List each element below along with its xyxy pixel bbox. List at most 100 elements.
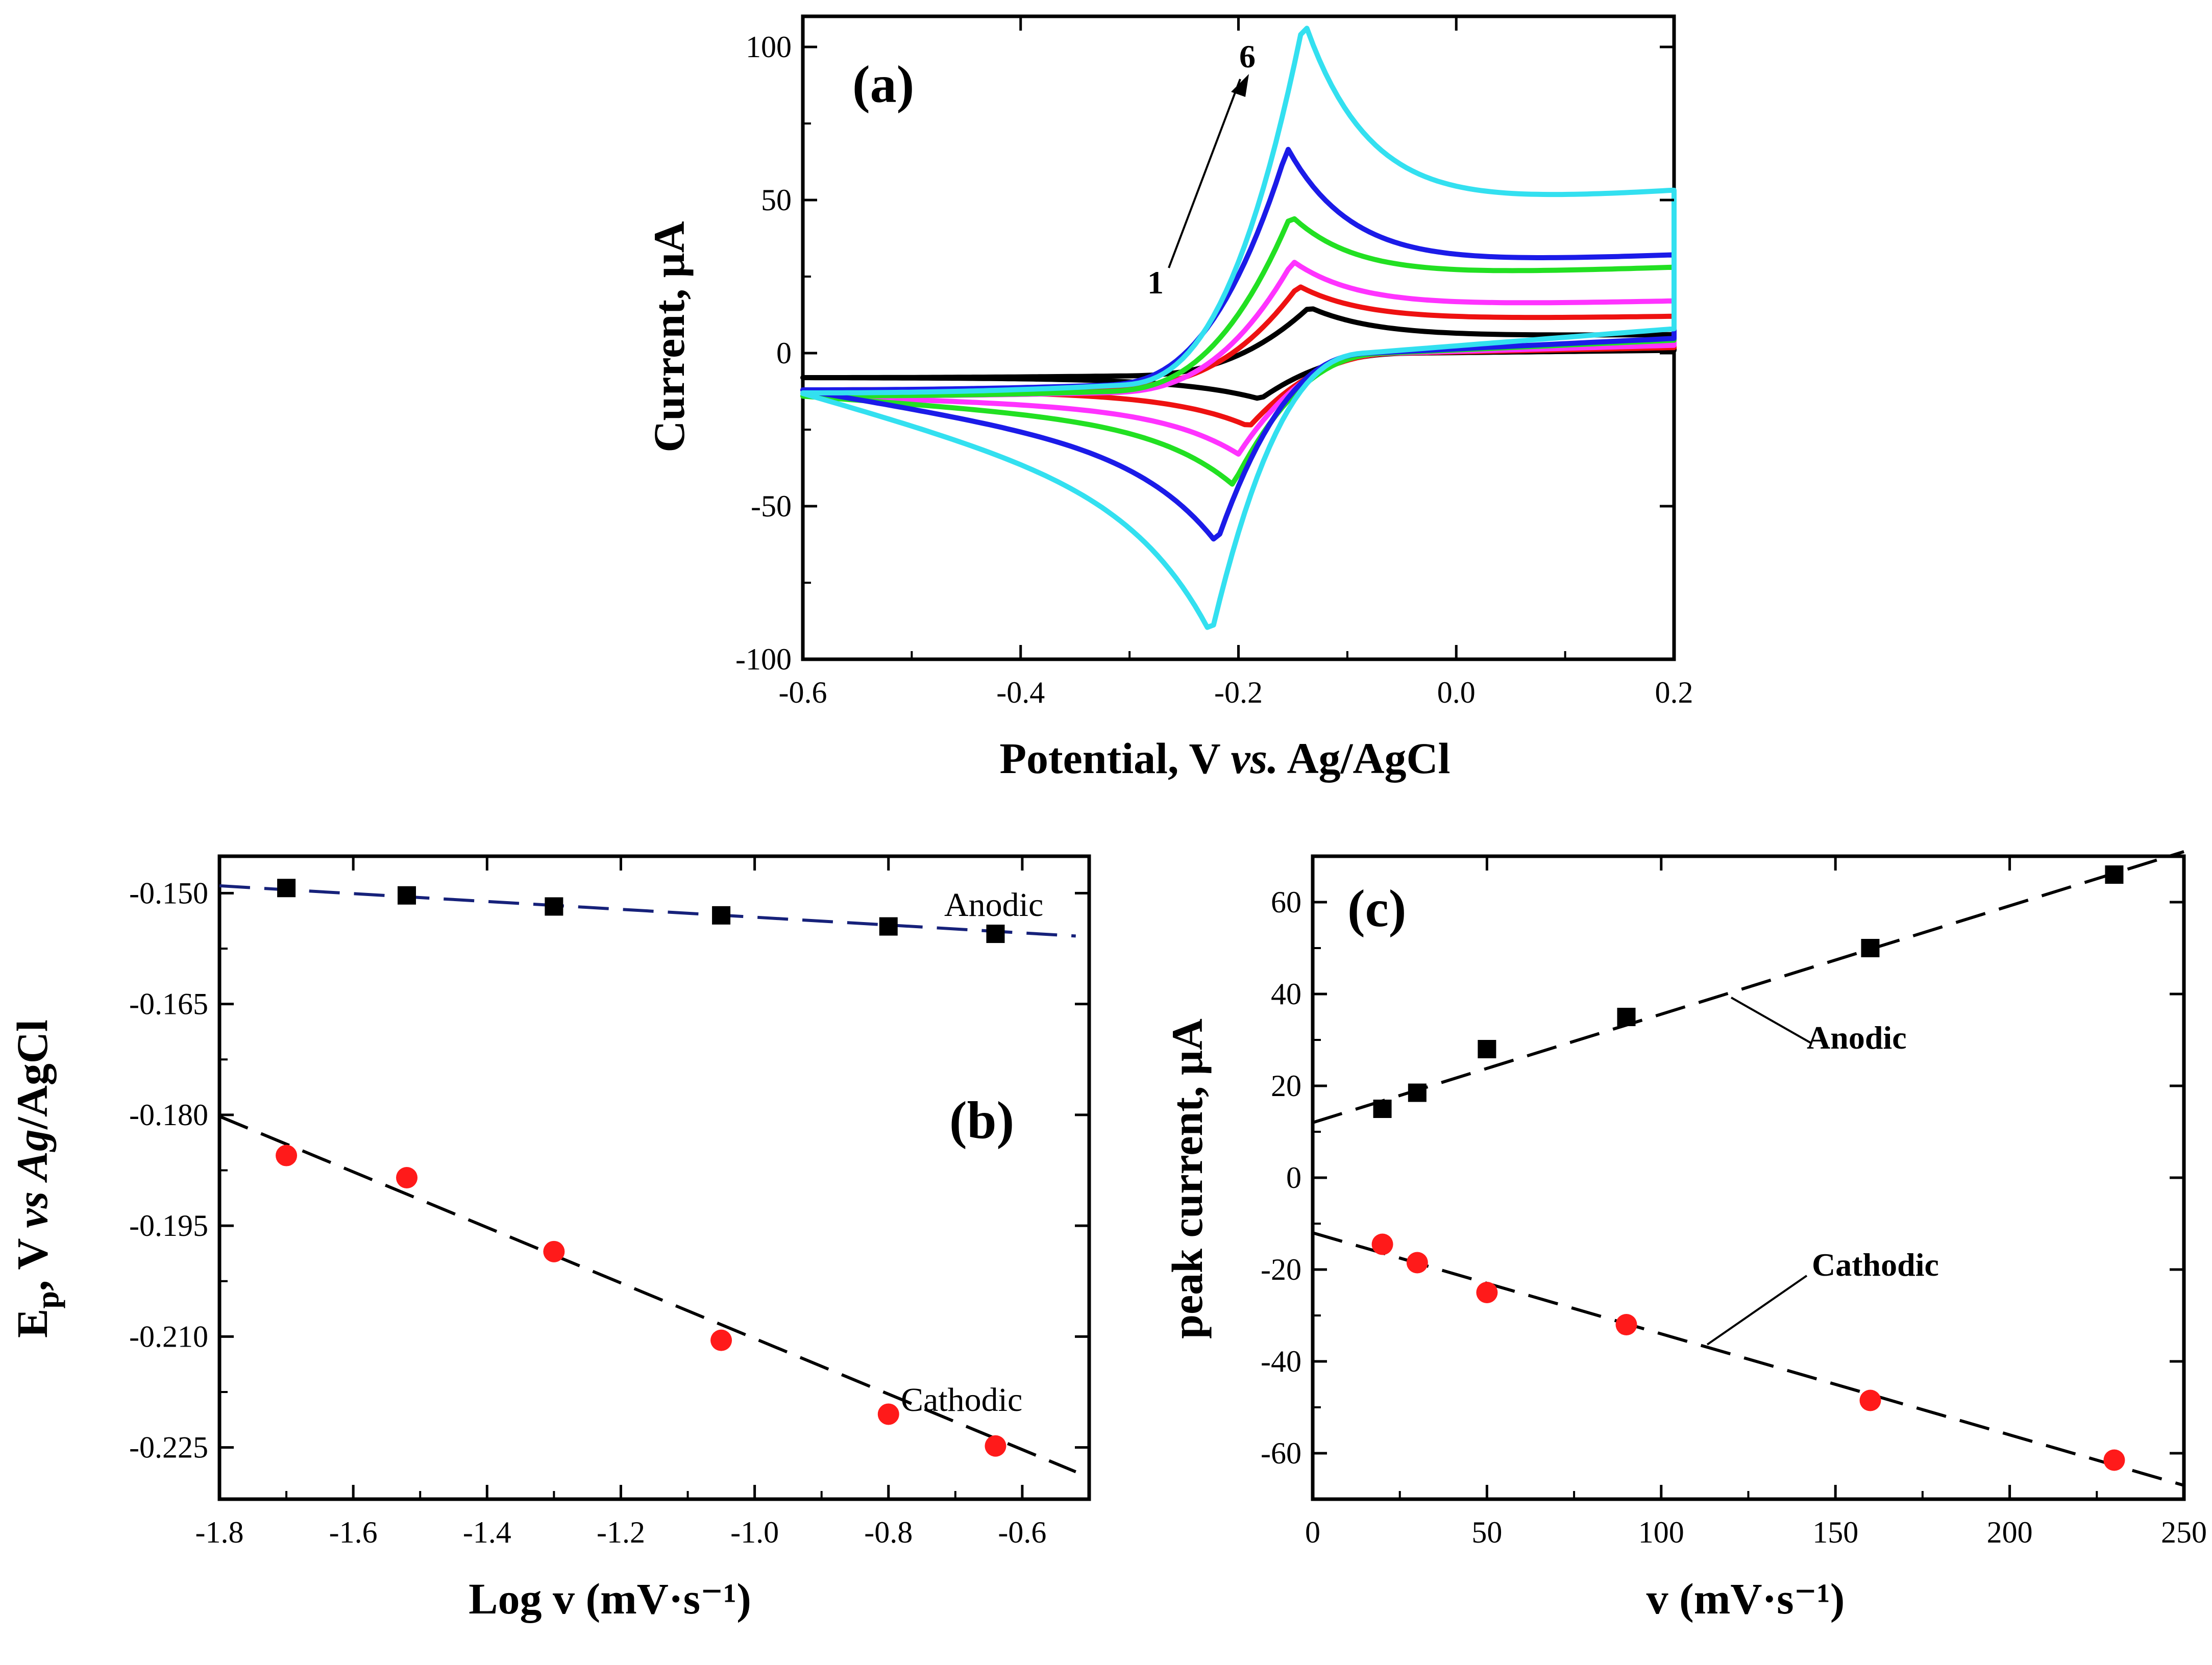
panel-a-xlabel-pre: Potential, V	[999, 734, 1231, 783]
panel-b-ylabel-E: E	[8, 1309, 57, 1338]
panel-b-xtick-label: -1.8	[195, 1515, 244, 1549]
panel-a-xlabel: Potential, V vs. Ag/AgCl	[999, 734, 1450, 783]
panel-a-cv-curves	[800, 26, 1677, 630]
panel-c-anodic-leader	[1731, 997, 1812, 1045]
panel-a-xlabel-post: Ag/AgCl	[1279, 734, 1451, 783]
panel-b-anodic-fit-line	[219, 884, 1076, 938]
cv-curve-3	[800, 260, 1677, 457]
panel-c-cathodic-point	[1615, 1314, 1637, 1335]
panel-b-cathodic-fit-line	[218, 1115, 1076, 1474]
cv-curve-5	[800, 146, 1677, 542]
panel-c-anodic-point	[1861, 939, 1880, 957]
panel-c-cathodic-point	[1406, 1252, 1428, 1274]
panel-b-cathodic-point	[276, 1145, 298, 1166]
panel-b-anodic-point	[712, 906, 731, 925]
panel-c-label: (c)	[1347, 879, 1406, 938]
panel-c-anodic-point	[1408, 1083, 1427, 1102]
panel-c-plot	[1312, 850, 2184, 1487]
panel-a-ytick-label: 100	[746, 30, 792, 64]
panel-b-ytick-label: -0.210	[129, 1320, 208, 1353]
panel-b-ylabel-space	[8, 1180, 57, 1191]
panel-b-anodic-point	[879, 917, 898, 936]
panel-b-xlabel: Log v (mV·s⁻¹)	[469, 1574, 751, 1623]
panel-b-ytick-label: -0.225	[129, 1431, 208, 1464]
panel-c-anodic-label: Anodic	[1807, 1020, 1907, 1056]
panel-c-cathodic-fit-line	[1312, 1231, 2184, 1487]
panel-c-xtick-label: 150	[1812, 1515, 1858, 1549]
panel-a-xtick-label: -0.6	[779, 676, 827, 709]
panel-b-xtick-label: -1.6	[329, 1515, 378, 1549]
panel-c-ytick-label: -20	[1261, 1253, 1301, 1286]
panel-c-ytick-label: -40	[1261, 1345, 1301, 1378]
panel-c-xtick-label: 0	[1305, 1515, 1320, 1549]
panel-b-ylabel-sub: p	[31, 1291, 65, 1308]
panel-c-ytick-label: 0	[1286, 1161, 1301, 1195]
panel-b-ytick-label: -0.180	[129, 1098, 208, 1132]
panel-a-ytick-label: 50	[761, 183, 792, 217]
panel-b-cathodic-point	[985, 1435, 1006, 1457]
panel-a-xtick-label: 0.0	[1437, 676, 1476, 709]
panel-b-ylabel: Ep, V vs Ag/AgCl	[8, 1020, 65, 1338]
panel-c-cathodic-point	[1859, 1389, 1881, 1411]
panel-a-ylabel: Current, μA	[645, 221, 694, 452]
panel-a-ticks: -0.6 -0.4 -0.2 0.0 0.2 -100 -50 0 50 100	[735, 16, 1693, 709]
scan-rate-arrowhead	[1231, 74, 1249, 97]
cv-curve-1	[800, 306, 1677, 401]
panel-b-plot	[218, 879, 1076, 1474]
panel-c-xtick-label: 250	[2161, 1515, 2207, 1549]
panel-c: 0 50 100 150 200 250 -60 -40 -20 0 20 40 60 (c) Anod…	[1163, 850, 2207, 1623]
panel-c-anodic-fit-line	[1312, 850, 2184, 1124]
panel-a-ytick-label: -50	[751, 489, 792, 523]
panel-c-ticks: 0 50 100 150 200 250 -60 -40 -20 0 20 40 60	[1261, 856, 2207, 1549]
panel-b-ylabel-mid: , V	[8, 1228, 57, 1291]
panel-b-anodic-point	[398, 886, 416, 905]
panel-a-xtick-label: 0.2	[1655, 676, 1693, 709]
panel-b-cathodic-point	[396, 1167, 418, 1188]
panel-b-ytick-label: -0.165	[129, 987, 208, 1021]
panel-b-cathodic-point	[710, 1329, 732, 1351]
panel-b-cathodic-point	[877, 1403, 899, 1425]
panel-c-cathodic-point	[1371, 1233, 1393, 1255]
panel-b-anodic-label: Anodic	[944, 886, 1043, 924]
panel-b-ylabel-post: /AgCl	[8, 1020, 57, 1130]
arrow-end-label: 6	[1239, 38, 1256, 74]
panel-c-xtick-label: 100	[1638, 1515, 1684, 1549]
panel-b-anodic-point	[277, 879, 296, 898]
panel-c-xtick-label: 50	[1471, 1515, 1502, 1549]
panel-a-label: (a)	[852, 55, 914, 114]
panel-b-ticks: -1.8 -1.6 -1.4 -1.2 -1.0 -0.8 -0.6 -0.150 -0.165…	[129, 856, 1089, 1549]
panel-b-frame	[217, 854, 1091, 1501]
panel-b-cathodic-point	[543, 1240, 565, 1262]
panel-c-anodic-point	[1373, 1100, 1392, 1118]
panel-c-anodic-point	[2105, 865, 2124, 884]
panel-b-anodic-point	[986, 925, 1005, 943]
panel-a-xlabel-italic: vs.	[1231, 734, 1279, 783]
cv-curve-6	[800, 26, 1677, 630]
panel-c-ylabel: peak current, μA	[1163, 1018, 1212, 1339]
panel-b-ytick-label: -0.150	[129, 876, 208, 910]
panel-a-ytick-label: -100	[735, 642, 792, 676]
panel-c-xlabel: v (mV·s⁻¹)	[1646, 1574, 1845, 1623]
panel-c-cathodic-label: Cathodic	[1812, 1247, 1939, 1283]
panel-b-xtick-label: -1.0	[730, 1515, 779, 1549]
panel-c-cathodic-point	[2103, 1449, 2125, 1471]
panel-b-xtick-label: -0.6	[998, 1515, 1046, 1549]
panel-b-ylabel-ag: Ag	[8, 1129, 57, 1183]
panel-b-label: (b)	[949, 1091, 1014, 1150]
panel-c-ytick-label: 20	[1271, 1069, 1301, 1103]
panel-c-anodic-point	[1617, 1008, 1636, 1026]
arrow-start-label: 1	[1147, 264, 1164, 301]
scan-rate-arrow	[1168, 79, 1241, 268]
panel-b-ylabel-vs: vs	[8, 1191, 57, 1228]
panel-b: -1.8 -1.6 -1.4 -1.2 -1.0 -0.8 -0.6 -0.150 -0.165…	[8, 854, 1091, 1623]
panel-b-xtick-label: -0.8	[864, 1515, 913, 1549]
panel-c-anodic-point	[1478, 1040, 1496, 1058]
panel-a-xtick-label: -0.2	[1214, 676, 1263, 709]
panel-c-frame	[1311, 854, 2186, 1501]
panel-c-ytick-label: -60	[1261, 1436, 1301, 1470]
panel-c-xtick-label: 200	[1987, 1515, 2033, 1549]
panel-b-xtick-label: -1.2	[597, 1515, 645, 1549]
panel-c-ytick-label: 40	[1271, 977, 1301, 1011]
